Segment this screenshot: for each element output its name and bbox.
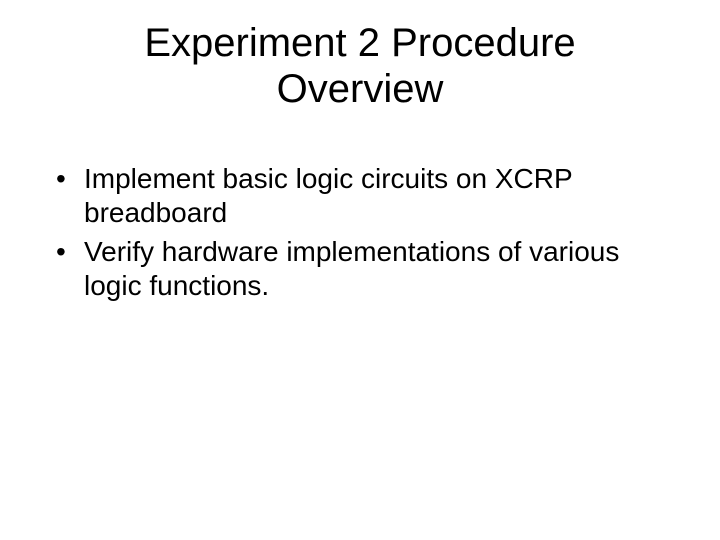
title-line-2: Overview xyxy=(277,67,444,111)
bullet-text: Implement basic logic circuits on XCRP b… xyxy=(84,163,572,228)
slide: Experiment 2 Procedure Overview Implemen… xyxy=(0,0,720,540)
bullet-list: Implement basic logic circuits on XCRP b… xyxy=(50,162,670,302)
list-item: Implement basic logic circuits on XCRP b… xyxy=(50,162,670,229)
bullet-text: Verify hardware implementations of vario… xyxy=(84,236,619,301)
list-item: Verify hardware implementations of vario… xyxy=(50,235,670,302)
slide-title: Experiment 2 Procedure Overview xyxy=(50,20,670,112)
slide-body: Implement basic logic circuits on XCRP b… xyxy=(50,162,670,308)
title-line-1: Experiment 2 Procedure xyxy=(144,21,575,65)
